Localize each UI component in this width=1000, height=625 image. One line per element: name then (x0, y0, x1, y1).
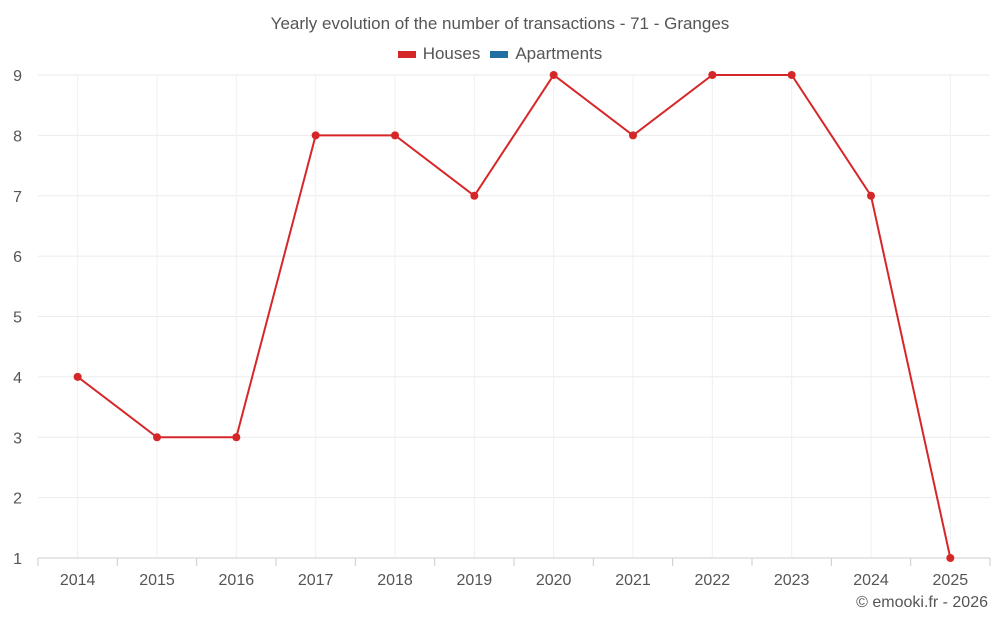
data-point[interactable] (232, 433, 241, 442)
x-tick-label: 2025 (933, 572, 969, 589)
x-tick-label: 2014 (60, 572, 96, 589)
y-tick-label: 1 (13, 551, 22, 568)
data-point[interactable] (73, 372, 82, 381)
legend-item-apartments[interactable]: Apartments (490, 44, 602, 64)
legend-swatch-apartments (490, 50, 509, 58)
data-point[interactable] (946, 554, 955, 562)
chart-title: Yearly evolution of the number of transa… (270, 14, 730, 33)
data-point[interactable] (470, 191, 479, 200)
legend: Houses Apartments (0, 44, 1000, 64)
data-point[interactable] (311, 131, 320, 140)
x-tick-label: 2023 (774, 572, 810, 589)
x-tick-label: 2015 (139, 572, 175, 589)
legend-label-apartments: Apartments (515, 44, 603, 63)
y-tick-label: 2 (13, 491, 22, 508)
x-tick-label: 2017 (298, 572, 334, 589)
series-line-houses (77, 73, 952, 559)
legend-swatch-houses (397, 50, 416, 58)
y-tick-label: 4 (13, 370, 22, 387)
x-tick-label: 2018 (377, 572, 413, 589)
legend-label-houses: Houses (422, 44, 481, 63)
data-point[interactable] (787, 71, 796, 79)
y-tick-label: 5 (13, 310, 22, 327)
credit-text: © emooki.fr - 2026 (856, 594, 988, 611)
x-tick-label: 2022 (695, 572, 731, 589)
x-tick-label: 2021 (615, 572, 651, 589)
data-point[interactable] (549, 71, 558, 79)
x-tick-label: 2019 (457, 572, 493, 589)
y-tick-label: 6 (13, 249, 22, 266)
data-point[interactable] (391, 131, 399, 140)
y-tick-label: 3 (13, 430, 22, 447)
x-tick-label: 2020 (536, 572, 572, 589)
data-point[interactable] (629, 131, 637, 140)
x-tick-label: 2024 (853, 572, 889, 589)
legend-item-houses[interactable]: Houses (397, 44, 481, 64)
y-tick-label: 9 (13, 68, 22, 85)
data-point[interactable] (708, 71, 717, 79)
x-tick-label: 2016 (219, 572, 255, 589)
data-point[interactable] (867, 191, 875, 200)
y-tick-label: 7 (13, 189, 22, 206)
data-point[interactable] (153, 433, 161, 442)
y-tick-label: 8 (13, 128, 22, 145)
